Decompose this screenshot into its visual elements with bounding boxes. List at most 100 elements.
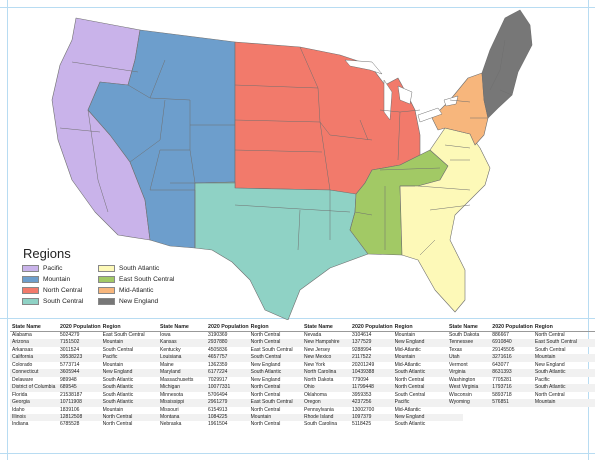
great-lakes — [344, 59, 459, 123]
table-header-row: State Name 2020 Population Region — [302, 323, 463, 332]
population-cell: 989948 — [60, 376, 77, 383]
region-mid-atlantic — [431, 72, 489, 146]
region-cell: New England — [392, 339, 463, 347]
state-name-cell: Idaho — [12, 406, 25, 413]
legend-item-south-central: South Central — [22, 297, 83, 306]
legend-label: Mid-Atlantic — [119, 287, 154, 294]
region-cell: North Central — [100, 413, 171, 422]
state-name-cell: Wyoming — [447, 399, 491, 407]
legend-label: South Central — [43, 298, 84, 305]
population-cell: 576851 — [490, 399, 533, 407]
population-cell: 3959353 — [352, 391, 372, 398]
table-row: Kansas 2937880 North Central — [158, 339, 319, 347]
region-cell: North Central — [250, 406, 281, 413]
region-cell: Mountain — [102, 406, 124, 413]
population-cell: 12812508 — [58, 413, 101, 422]
legend-label: Pacific — [43, 265, 63, 272]
legend-title: Regions — [23, 246, 71, 261]
state-name-cell: Minnesota — [160, 391, 184, 398]
state-name-cell: Colorado — [12, 361, 33, 368]
table-row: Pennsylvania 13002700 Mid-Atlantic — [302, 407, 463, 414]
region-cell: North Central — [250, 391, 281, 398]
state-name-cell: Oregon — [302, 399, 350, 407]
region-cell: Mountain — [394, 332, 416, 338]
region-cell: South Atlantic — [100, 384, 171, 392]
table-row: South Dakota 886667 North Central — [447, 332, 595, 340]
population-cell: 1362359 — [208, 361, 228, 368]
population-cell: 7151502 — [58, 339, 101, 347]
population-cell: 7705281 — [492, 376, 512, 383]
state-name-cell: New Hampshire — [302, 339, 350, 347]
header-state-name: State Name — [302, 323, 350, 332]
population-cell: 6785528 — [60, 421, 80, 428]
region-cell: South Central — [394, 391, 426, 398]
population-cell: 4237256 — [350, 399, 393, 407]
population-cell: 3190369 — [208, 332, 228, 338]
population-cell: 643077 — [492, 361, 509, 368]
state-table: State Name 2020 Population Region Nevada… — [302, 323, 463, 429]
population-cell: 3271616 — [490, 354, 533, 362]
state-name-cell: Mississippi — [158, 399, 206, 407]
population-cell: 21538187 — [60, 391, 83, 398]
population-cell: 2117522 — [350, 354, 393, 362]
population-cell: 886667 — [492, 332, 509, 338]
legend-swatch — [98, 287, 115, 294]
page-guide — [0, 318, 595, 319]
region-cell: South Atlantic — [102, 376, 134, 383]
region-cell: Mountain — [100, 339, 171, 347]
region-cell: New England — [100, 369, 171, 377]
population-cell: 11799448 — [350, 384, 393, 392]
state-name-cell: Utah — [447, 354, 491, 362]
state-name-cell: Vermont — [449, 361, 468, 368]
legend-swatch — [22, 298, 39, 305]
population-cell: 4657757 — [206, 354, 249, 362]
table-row: Florida 21538187 South Atlantic — [10, 392, 171, 399]
state-name-cell: Nebraska — [160, 421, 182, 428]
header-state-name: State Name — [10, 323, 58, 332]
region-cell: Mid-Atlantic — [394, 346, 421, 353]
table-row: Washington 7705281 Pacific — [447, 377, 595, 384]
table-row: Delaware 989948 South Atlantic — [10, 377, 171, 384]
table-row: Alabama 5024279 East South Central — [10, 332, 171, 340]
table-row: Maryland 6177224 South Atlantic — [158, 369, 319, 377]
legend-label: North Central — [43, 287, 83, 294]
table-row: Arkansas 3011524 South Central — [10, 347, 171, 354]
legend-item-north-central: North Central — [22, 286, 82, 295]
population-cell: 1793716 — [490, 384, 533, 392]
state-name-cell: Maine — [160, 361, 174, 368]
table-row: District of Columbia 689545 South Atlantic — [10, 384, 171, 392]
region-cell: North Central — [248, 384, 319, 392]
table-row: Wisconsin 5893718 North Central — [447, 392, 595, 399]
region-cell: North Central — [534, 332, 565, 338]
population-cell: 5118425 — [352, 421, 372, 428]
table-row: Massachusetts 7029917 New England — [158, 377, 319, 384]
state-name-cell: South Dakota — [449, 332, 480, 338]
state-table: State Name 2020 Population Region Alabam… — [10, 323, 171, 429]
legend-swatch — [22, 265, 39, 272]
state-name-cell: Connecticut — [10, 369, 58, 377]
state-population-tables: State Name 2020 Population Region Alabam… — [0, 323, 595, 463]
state-name-cell: Massachusetts — [160, 376, 194, 383]
state-name-cell: Arkansas — [12, 346, 33, 353]
table-row: Wyoming 576851 Mountain — [447, 399, 595, 407]
table-row: Oregon 4237256 Pacific — [302, 399, 463, 407]
region-cell: South Atlantic — [532, 384, 595, 392]
legend-item-pacific: Pacific — [22, 264, 62, 273]
legend-item-new-england: New England — [98, 297, 158, 306]
state-name-cell: Alabama — [12, 332, 32, 338]
region-cell: North Central — [392, 384, 463, 392]
region-cell: South Atlantic — [100, 399, 171, 407]
population-cell: 1084225 — [206, 413, 249, 422]
table-row: New Hampshire 1377529 New England — [302, 339, 463, 347]
us-regions-map — [51, 9, 533, 320]
table-row: North Carolina 10439388 South Atlantic — [302, 369, 463, 377]
population-cell: 3605944 — [58, 369, 101, 377]
state-name-cell: Washington — [449, 376, 476, 383]
state-name-cell: Maryland — [158, 369, 206, 377]
table-row: Maine 1362359 New England — [158, 362, 319, 369]
population-cell: 4505836 — [208, 346, 228, 353]
table-row: Idaho 1839106 Mountain — [10, 407, 171, 414]
state-name-cell: Texas — [449, 346, 463, 353]
table-row: Minnesota 5706494 North Central — [158, 392, 319, 399]
state-name-cell: Kentucky — [160, 346, 181, 353]
